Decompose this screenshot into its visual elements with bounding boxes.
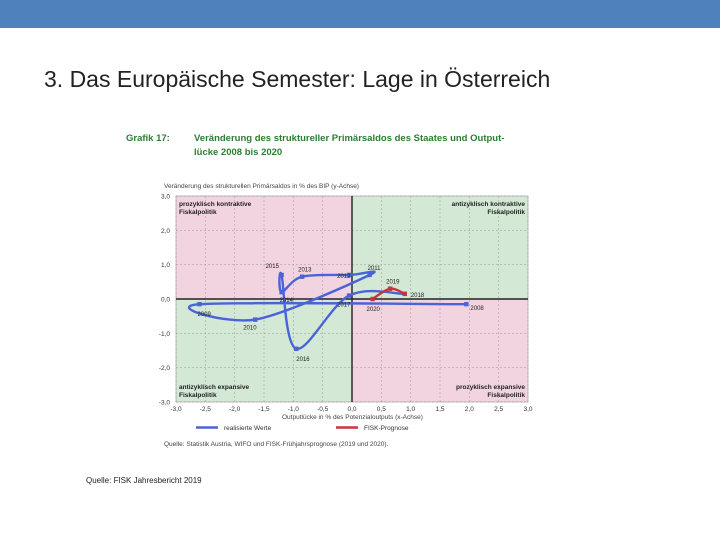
data-point (402, 291, 407, 297)
data-point-label: 2020 (367, 307, 381, 313)
data-point-label: 2017 (337, 303, 351, 309)
quadrant-label-bottom-right: prozyklisch expansive (456, 384, 525, 391)
figure-source-note: Quelle: Statistik Austria, WIFO und FISK… (164, 441, 389, 448)
quadrant-label-bottom-right: Fiskalpolitik (487, 392, 525, 399)
x-tick-label: 2,0 (465, 406, 474, 413)
data-point (253, 317, 258, 322)
data-point-label: 2008 (470, 306, 484, 312)
x-tick-label: 1,5 (435, 406, 444, 413)
quadrant-label-top-left: prozyklisch kontraktive (179, 201, 252, 208)
data-point (370, 296, 375, 302)
data-point-label: 2012 (337, 274, 351, 280)
data-point-label: 2016 (296, 357, 310, 363)
data-point-label: 2019 (386, 280, 400, 286)
x-axis-label: Outputlücke in % des Potenzialoutputs (x… (282, 414, 423, 421)
data-point-label: 2010 (243, 326, 257, 332)
y-tick-label: -1,0 (159, 331, 171, 338)
data-point (294, 346, 299, 351)
quadrant-label-top-right: Fiskalpolitik (487, 209, 525, 216)
x-tick-label: -2,5 (200, 406, 212, 413)
quadrant-label-bottom-left: antizyklisch expansive (179, 384, 249, 391)
source-caption: Quelle: FISK Jahresbericht 2019 (86, 476, 202, 485)
y-tick-label: 2,0 (161, 228, 170, 235)
y-tick-label: 3,0 (161, 194, 170, 201)
data-point (197, 301, 202, 307)
quadrant-label-top-left: Fiskalpolitik (179, 209, 217, 216)
x-tick-label: 1,0 (406, 406, 415, 413)
slide-title: 3. Das Europäische Semester: Lage in Öst… (44, 66, 551, 92)
x-tick-label: 3,0 (523, 406, 532, 413)
data-point-label: 2009 (197, 312, 211, 318)
data-point (279, 289, 284, 295)
top-accent-bar (0, 0, 720, 28)
x-tick-label: -1,0 (288, 406, 300, 413)
legend-label: realisierte Werte (224, 425, 272, 432)
y-axis-label: Veränderung des strukturellen Primärsald… (164, 183, 359, 190)
data-point-label: 2013 (298, 268, 312, 274)
figure-heading-line1: Veränderung des struktureller Primärsald… (194, 133, 504, 144)
y-tick-label: 0,0 (161, 297, 170, 304)
quadrant-label-bottom-left: Fiskalpolitik (179, 392, 217, 399)
figure-number: Grafik 17: (126, 133, 170, 144)
data-point-label: 2014 (280, 298, 294, 304)
data-point (387, 286, 393, 291)
legend-label: FISK-Prognose (364, 425, 409, 432)
x-tick-label: -3,0 (170, 406, 182, 413)
x-tick-label: 0,5 (377, 406, 386, 413)
x-tick-label: -2,0 (229, 406, 241, 413)
y-tick-label: -3,0 (159, 400, 171, 407)
y-tick-label: -2,0 (159, 365, 171, 372)
x-tick-label: 0,0 (347, 406, 356, 413)
x-tick-label: -0,5 (317, 406, 329, 413)
data-point (346, 293, 352, 298)
data-point-label: 2018 (411, 293, 425, 299)
data-point (279, 272, 284, 278)
x-tick-label: 2,5 (494, 406, 503, 413)
figure: Grafik 17: Veränderung des struktureller… (118, 124, 558, 459)
x-tick-label: -1,5 (258, 406, 270, 413)
data-point (367, 272, 372, 278)
data-point (299, 274, 305, 279)
data-point-label: 2015 (266, 264, 280, 270)
quadrant-label-top-right: antizyklisch kontraktive (452, 201, 526, 208)
data-point (464, 301, 469, 307)
figure-heading-line2: lücke 2008 bis 2020 (194, 147, 282, 158)
data-point (346, 272, 352, 278)
chart-figure: Grafik 17: Veränderung des struktureller… (126, 133, 533, 448)
y-tick-label: 1,0 (161, 262, 170, 269)
data-point-label: 2011 (368, 266, 382, 272)
